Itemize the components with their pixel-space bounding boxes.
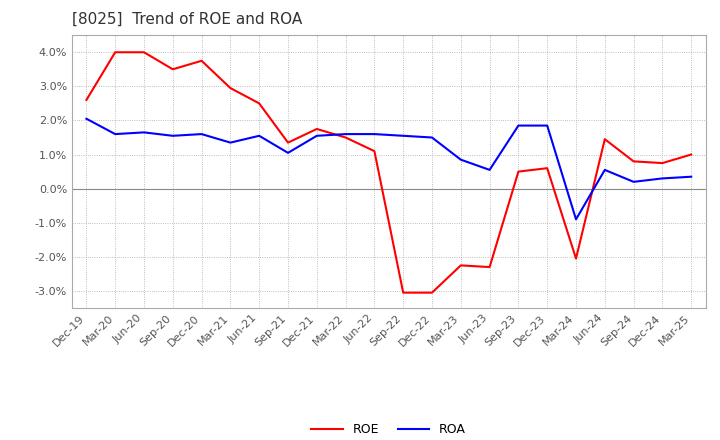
ROE xyxy=(428,290,436,295)
ROA xyxy=(485,167,494,172)
ROE xyxy=(456,263,465,268)
ROE xyxy=(284,140,292,145)
ROE xyxy=(255,101,264,106)
ROE xyxy=(629,159,638,164)
ROA xyxy=(82,116,91,121)
ROA xyxy=(226,140,235,145)
ROA xyxy=(629,179,638,184)
ROE xyxy=(572,256,580,261)
ROA xyxy=(168,133,177,139)
ROA xyxy=(428,135,436,140)
ROA xyxy=(572,216,580,222)
ROE xyxy=(600,136,609,142)
Text: [8025]  Trend of ROE and ROA: [8025] Trend of ROE and ROA xyxy=(72,12,302,27)
ROE xyxy=(111,50,120,55)
ROE xyxy=(370,149,379,154)
ROE xyxy=(658,161,667,166)
Line: ROA: ROA xyxy=(86,119,691,219)
ROA xyxy=(284,150,292,155)
ROE xyxy=(514,169,523,174)
ROA xyxy=(687,174,696,180)
ROE xyxy=(226,85,235,91)
ROE xyxy=(197,58,206,63)
Legend: ROE, ROA: ROE, ROA xyxy=(307,418,471,440)
ROE xyxy=(399,290,408,295)
ROA xyxy=(658,176,667,181)
ROA xyxy=(255,133,264,139)
ROE xyxy=(687,152,696,157)
ROA xyxy=(399,133,408,139)
ROE xyxy=(485,264,494,270)
ROA xyxy=(456,157,465,162)
ROA xyxy=(140,130,148,135)
ROA xyxy=(341,132,350,137)
ROA xyxy=(111,132,120,137)
ROE xyxy=(312,126,321,132)
ROA xyxy=(543,123,552,128)
ROE xyxy=(168,66,177,72)
ROE xyxy=(543,165,552,171)
ROA xyxy=(370,132,379,137)
ROA xyxy=(514,123,523,128)
ROA xyxy=(600,167,609,172)
ROA xyxy=(197,132,206,137)
ROE xyxy=(341,135,350,140)
Line: ROE: ROE xyxy=(86,52,691,293)
ROA xyxy=(312,133,321,139)
ROE xyxy=(140,50,148,55)
ROE xyxy=(82,97,91,103)
